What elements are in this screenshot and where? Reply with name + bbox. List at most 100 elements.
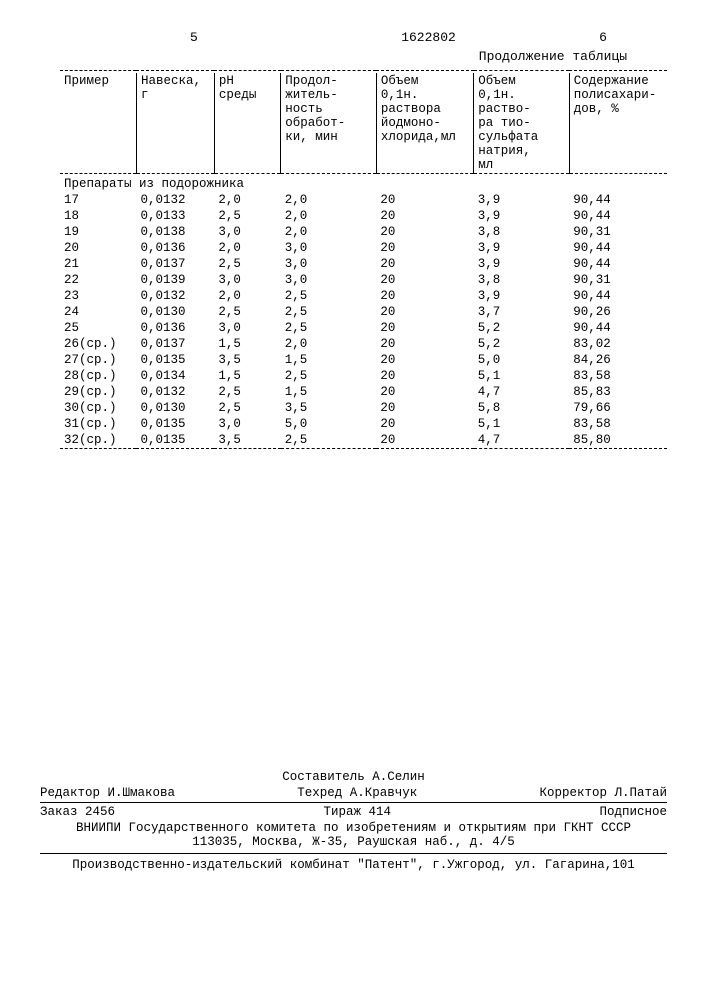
table-cell: 2,0 — [214, 240, 280, 256]
table-cell: 3,0 — [214, 320, 280, 336]
table-cell: 90,31 — [569, 272, 667, 288]
editor: Редактор И.Шмакова — [40, 786, 175, 800]
table-cell: 26(ср.) — [60, 336, 136, 352]
table-cell: 20 — [376, 432, 473, 449]
column-header: Содержание полисахари- дов, % — [569, 73, 667, 174]
table-cell: 31(ср.) — [60, 416, 136, 432]
table-cell: 20 — [376, 320, 473, 336]
table-cell: 3,5 — [281, 400, 377, 416]
table-cell: 22 — [60, 272, 136, 288]
table-cell: 2,5 — [214, 208, 280, 224]
table-cell: 3,8 — [474, 272, 570, 288]
table-row: 240,01302,52,5203,790,26 — [60, 304, 667, 320]
column-header: Объем 0,1н. раство- ра тио- сульфата нат… — [474, 73, 570, 174]
table-cell: 3,0 — [214, 224, 280, 240]
table-cell: 2,5 — [281, 432, 377, 449]
data-table: Пример Навеска, г pH среды Продол- жител… — [60, 70, 667, 451]
table-row: 170,01322,02,0203,990,44 — [60, 192, 667, 208]
left-page-number: 5 — [190, 30, 198, 45]
table-cell: 0,0132 — [136, 384, 214, 400]
table-row: 28(ср.)0,01341,52,5205,183,58 — [60, 368, 667, 384]
techred: Техред А.Кравчук — [297, 786, 417, 800]
table-header-row: Пример Навеска, г pH среды Продол- жител… — [60, 73, 667, 174]
column-header: Продол- житель- ность обработ- ки, мин — [281, 73, 377, 174]
table-row: 32(ср.)0,01353,52,5204,785,80 — [60, 432, 667, 449]
table-cell: 5,8 — [474, 400, 570, 416]
table-cell: 0,0132 — [136, 288, 214, 304]
table-row: 180,01332,52,0203,990,44 — [60, 208, 667, 224]
credits-line: Редактор И.Шмакова Техред А.Кравчук Корр… — [40, 786, 667, 803]
table-cell: 83,02 — [569, 336, 667, 352]
table-cell: 20 — [376, 368, 473, 384]
table-cell: 24 — [60, 304, 136, 320]
table-cell: 2,5 — [281, 368, 377, 384]
table-cell: 3,0 — [281, 240, 377, 256]
table-cell: 25 — [60, 320, 136, 336]
table-cell: 0,0133 — [136, 208, 214, 224]
table-cell: 2,0 — [214, 192, 280, 208]
table-row: 30(ср.)0,01302,53,5205,879,66 — [60, 400, 667, 416]
table-cell: 32(ср.) — [60, 432, 136, 449]
org-line2: 113035, Москва, Ж-35, Раушская наб., д. … — [40, 835, 667, 849]
table-cell: 90,44 — [569, 208, 667, 224]
org-line3: Производственно-издательский комбинат "П… — [40, 858, 667, 872]
table-cell: 2,0 — [281, 336, 377, 352]
table-cell: 2,5 — [281, 320, 377, 336]
table-cell: 2,0 — [281, 192, 377, 208]
table-cell: 90,31 — [569, 224, 667, 240]
table-cell: 5,1 — [474, 368, 570, 384]
table-cell: 29(ср.) — [60, 384, 136, 400]
table-cell: 85,80 — [569, 432, 667, 449]
table-cell: 3,8 — [474, 224, 570, 240]
table-cell: 5,0 — [474, 352, 570, 368]
table-cell: 83,58 — [569, 416, 667, 432]
table-cell: 0,0135 — [136, 352, 214, 368]
table-cell: 90,44 — [569, 240, 667, 256]
table-cell: 30(ср.) — [60, 400, 136, 416]
table-cell: 0,0139 — [136, 272, 214, 288]
table-cell: 20 — [376, 384, 473, 400]
table-cell: 83,58 — [569, 368, 667, 384]
table-cell: 20 — [376, 400, 473, 416]
table-cell: 90,44 — [569, 256, 667, 272]
table-cell: 5,2 — [474, 336, 570, 352]
table-cell: 0,0137 — [136, 336, 214, 352]
table-cell: 2,0 — [214, 288, 280, 304]
table-cell: 20 — [376, 416, 473, 432]
table-row: 31(ср.)0,01353,05,0205,183,58 — [60, 416, 667, 432]
table-cell: 20 — [376, 272, 473, 288]
table-cell: 20 — [376, 336, 473, 352]
table-cell: 0,0130 — [136, 304, 214, 320]
column-header: Объем 0,1н. раствора йодмоно- хлорида,мл — [376, 73, 473, 174]
table-cell: 20 — [376, 304, 473, 320]
table-cell: 0,0135 — [136, 416, 214, 432]
table-cell: 3,9 — [474, 208, 570, 224]
table-cell: 20 — [376, 240, 473, 256]
table-cell: 84,26 — [569, 352, 667, 368]
table-cell: 79,66 — [569, 400, 667, 416]
table-cell: 20 — [376, 352, 473, 368]
table-cell: 85,83 — [569, 384, 667, 400]
table-cell: 3,0 — [281, 256, 377, 272]
table-cell: 18 — [60, 208, 136, 224]
section-title-row: Препараты из подорожника — [60, 176, 667, 192]
table-row: 220,01393,03,0203,890,31 — [60, 272, 667, 288]
table-cell: 20 — [376, 192, 473, 208]
table-cell: 19 — [60, 224, 136, 240]
table-cell: 3,9 — [474, 240, 570, 256]
table-row: 27(ср.)0,01353,51,5205,084,26 — [60, 352, 667, 368]
table-cell: 28(ср.) — [60, 368, 136, 384]
table-row: 230,01322,02,5203,990,44 — [60, 288, 667, 304]
table-cell: 3,9 — [474, 192, 570, 208]
table-cell: 20 — [376, 288, 473, 304]
table-cell: 3,0 — [214, 272, 280, 288]
table-cell: 2,5 — [281, 288, 377, 304]
table-cell: 90,44 — [569, 288, 667, 304]
document-number: 1622802 — [401, 30, 456, 45]
table-cell: 0,0136 — [136, 240, 214, 256]
table-cell: 2,5 — [214, 256, 280, 272]
header-row: 5 1622802 6 — [60, 30, 667, 45]
table-cell: 2,5 — [214, 384, 280, 400]
column-header: pH среды — [214, 73, 280, 174]
table-cell: 2,0 — [281, 208, 377, 224]
